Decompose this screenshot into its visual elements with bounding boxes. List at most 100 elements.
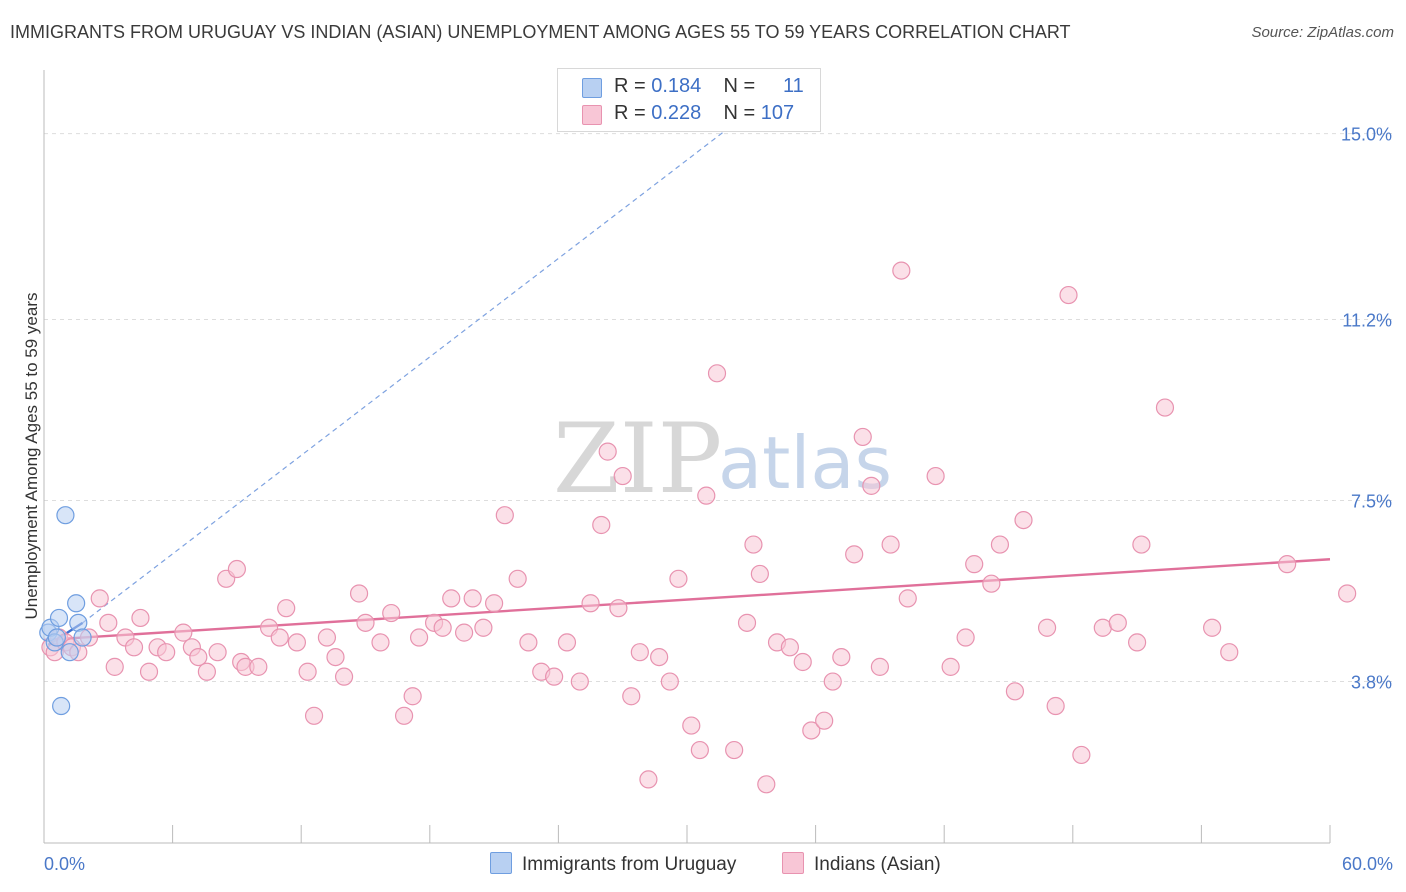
chart-title: IMMIGRANTS FROM URUGUAY VS INDIAN (ASIAN…: [10, 22, 1071, 42]
data-point-blue: [56, 506, 75, 525]
data-point-pink: [174, 623, 193, 642]
bottom-legend-indians: Indians (Asian): [782, 852, 941, 876]
legend-r-value: 0.228: [651, 102, 702, 124]
data-point-pink: [317, 628, 337, 647]
y-tick-label: 15.0%: [1341, 125, 1392, 145]
legend-n-label: N =: [723, 75, 756, 97]
data-point-pink: [545, 667, 564, 686]
legend-r-label: R =: [614, 102, 646, 124]
tick-labels: 3.8% 7.5% 11.2% 15.0% 0.0% 60.0%: [44, 125, 1393, 874]
data-point-pink: [1005, 682, 1025, 701]
trend-line-extended-blue: [82, 118, 741, 624]
data-point-pink: [474, 618, 493, 637]
data-point-blue: [67, 594, 86, 613]
data-point-pink: [1072, 745, 1091, 765]
data-point-pink: [433, 618, 452, 637]
data-point-pink: [197, 662, 216, 681]
data-point-pink: [956, 628, 975, 647]
data-point-pink: [287, 633, 307, 652]
data-point-pink: [277, 599, 296, 618]
data-point-pink: [1093, 618, 1112, 637]
bottom-legend-uruguay: Immigrants from Uruguay: [490, 852, 736, 876]
y-axis-label: Unemployment Among Ages 55 to 59 years: [22, 293, 41, 620]
data-point-pink: [394, 706, 414, 725]
data-point-blue: [60, 643, 79, 662]
bottom-legend-swatch-pink: [782, 852, 804, 874]
data-point-pink: [832, 647, 851, 667]
data-point-pink: [334, 667, 354, 686]
data-point-pink: [744, 535, 763, 554]
data-point-pink: [707, 364, 727, 383]
y-tick-label: 11.2%: [1342, 311, 1392, 331]
data-point-pink: [298, 662, 317, 681]
data-point-pink: [737, 613, 757, 632]
data-point-pink: [613, 466, 632, 486]
data-point-pink: [131, 608, 150, 628]
trend-line-pink: [43, 558, 1331, 642]
data-point-pink: [682, 716, 701, 735]
data-point-pink: [90, 589, 109, 608]
data-point-pink: [371, 633, 390, 652]
data-point-pink: [270, 628, 289, 647]
data-point-pink: [570, 672, 589, 691]
data-point-pink: [725, 740, 744, 760]
data-point-pink: [403, 687, 422, 706]
legend-r-value: 0.184: [651, 75, 702, 97]
bottom-legend-label-uruguay: Immigrants from Uruguay: [522, 854, 737, 875]
data-points: [39, 261, 1357, 794]
data-point-pink: [650, 647, 669, 667]
legend-r-label: R =: [614, 75, 646, 97]
data-point-pink: [304, 706, 324, 725]
x-tick-label-right: 60.0%: [1342, 854, 1393, 874]
legend-swatch-pink: [582, 105, 602, 125]
legend-text-uruguay: R = 0.184 N = 11: [614, 75, 804, 98]
data-point-pink: [1203, 618, 1222, 637]
data-point-pink: [690, 740, 709, 760]
data-point-pink: [892, 261, 911, 280]
data-point-pink: [1108, 613, 1127, 632]
y-tick-label: 3.8%: [1351, 673, 1392, 693]
data-point-pink: [1132, 535, 1151, 554]
data-point-pink: [881, 535, 900, 554]
data-point-pink: [124, 638, 144, 657]
data-point-pink: [189, 647, 208, 667]
legend-n-value: 107: [760, 102, 795, 124]
data-point-pink: [853, 427, 872, 447]
data-point-pink: [227, 559, 246, 579]
data-point-pink: [139, 662, 159, 681]
correlation-legend: R = 0.184 N = 11 R = 0.228 N = 107: [557, 68, 821, 132]
data-point-pink: [802, 721, 821, 740]
data-point-blue: [47, 628, 66, 647]
data-point-pink: [249, 657, 268, 676]
data-point-pink: [622, 687, 641, 706]
data-point-pink: [965, 555, 984, 574]
data-point-pink: [99, 613, 118, 632]
data-point-pink: [898, 589, 917, 608]
data-point-blue: [73, 628, 92, 647]
legend-swatch-blue: [582, 78, 602, 98]
data-point-pink: [1155, 398, 1175, 417]
data-point-pink: [780, 638, 799, 657]
data-point-pink: [639, 770, 658, 789]
data-point-pink: [495, 506, 514, 525]
data-point-pink: [982, 574, 1001, 593]
x-tick-label-left: 0.0%: [44, 854, 85, 874]
data-point-pink: [454, 623, 474, 642]
data-point-pink: [1059, 285, 1078, 305]
data-point-pink: [208, 643, 227, 662]
data-point-pink: [1014, 511, 1033, 530]
data-point-pink: [508, 569, 527, 588]
data-point-pink: [1037, 618, 1057, 637]
gridlines: [44, 133, 1392, 683]
data-point-pink: [609, 599, 628, 618]
data-point-pink: [926, 466, 945, 486]
watermark-zip: ZIP: [553, 403, 722, 515]
data-point-pink: [1046, 696, 1065, 716]
y-tick-label: 7.5%: [1351, 492, 1392, 512]
data-point-pink: [463, 589, 482, 608]
source-label: Source: ZipAtlas.com: [1251, 24, 1394, 41]
data-point-pink: [442, 589, 461, 608]
data-point-pink: [990, 535, 1010, 554]
data-point-pink: [750, 564, 769, 584]
